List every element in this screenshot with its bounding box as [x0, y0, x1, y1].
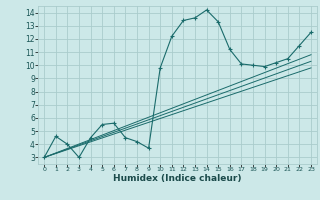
X-axis label: Humidex (Indice chaleur): Humidex (Indice chaleur): [113, 174, 242, 183]
